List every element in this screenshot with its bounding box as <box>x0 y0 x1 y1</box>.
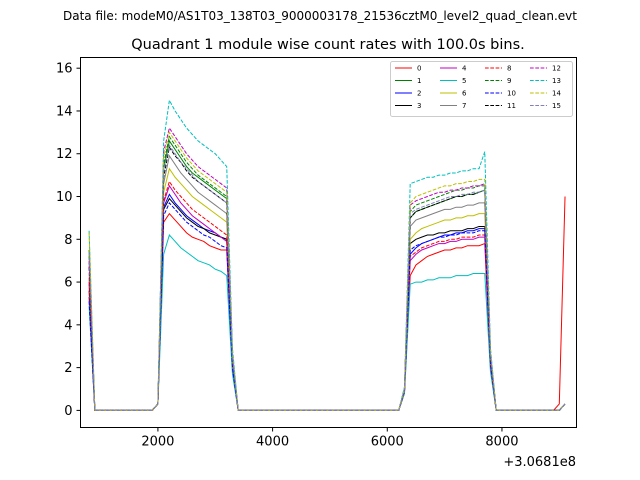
legend-label-5: 5 <box>462 77 466 85</box>
legend-label-7: 7 <box>462 102 466 110</box>
legend-label-8: 8 <box>507 65 511 73</box>
y-tick-label: 14 <box>56 104 73 119</box>
plot-area <box>80 57 577 428</box>
legend-label-6: 6 <box>462 90 467 98</box>
series-layer <box>88 98 566 411</box>
legend-label-2: 2 <box>417 90 421 98</box>
legend-label-10: 10 <box>507 90 516 98</box>
legend-label-9: 9 <box>507 77 511 85</box>
legend-label-12: 12 <box>552 65 561 73</box>
y-tick-label: 4 <box>64 318 72 333</box>
chart-suptitle: Data file: modeM0/AS1T03_138T03_90000031… <box>63 9 577 23</box>
y-tick-label: 2 <box>64 361 72 376</box>
x-tick-label: 6000 <box>371 435 404 450</box>
legend-label-4: 4 <box>462 65 467 73</box>
legend-label-14: 14 <box>552 90 561 98</box>
legend-frame <box>390 61 573 117</box>
legend-label-0: 0 <box>417 65 421 73</box>
legend-label-11: 11 <box>507 102 516 110</box>
series-line-15 <box>88 143 566 411</box>
chart-title: Quadrant 1 module wise count rates with … <box>131 37 525 53</box>
y-tick-label: 0 <box>64 404 72 419</box>
y-tick-label: 6 <box>64 276 72 291</box>
x-tick-label: 8000 <box>485 435 518 450</box>
x-axis: 2000 4000 6000 8000 <box>141 427 519 450</box>
y-tick-label: 12 <box>56 147 73 162</box>
legend-label-1: 1 <box>417 77 421 85</box>
x-tick-label: 4000 <box>256 435 289 450</box>
y-tick-label: 8 <box>64 233 72 248</box>
series-line-13 <box>88 98 566 411</box>
legend-label-15: 15 <box>552 102 561 110</box>
legend-label-3: 3 <box>417 102 421 110</box>
y-tick-label: 16 <box>56 62 73 77</box>
x-tick-label: 2000 <box>141 435 174 450</box>
y-axis: 0 2 4 6 8 10 12 14 16 <box>56 62 81 419</box>
x-axis-offset-text: +3.0681e8 <box>503 455 576 470</box>
legend-label-13: 13 <box>552 77 561 85</box>
y-tick-label: 10 <box>56 190 73 205</box>
series-line-12 <box>88 126 566 411</box>
axes-frame <box>80 57 577 428</box>
